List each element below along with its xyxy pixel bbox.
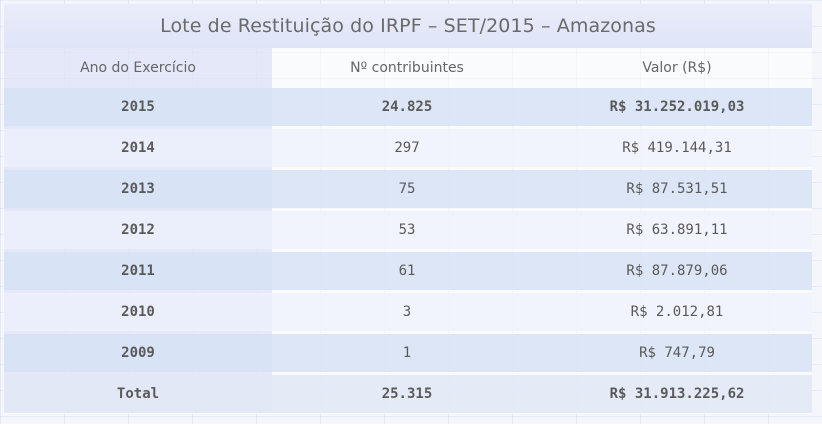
cell-year: 2011 [121, 263, 155, 279]
cell-total-contributors: 25.315 [381, 386, 433, 402]
cell-year: 2013 [121, 181, 155, 197]
cell-contributors: 1 [402, 345, 412, 361]
header-value: Valor (R$) [642, 60, 712, 76]
cell-contributors: 24.825 [381, 99, 433, 115]
table-row: 2012 53 R$ 63.891,11 [4, 211, 812, 249]
cell-year: 2010 [121, 304, 155, 320]
cell-contributors: 297 [394, 140, 420, 156]
table-title: Lote de Restituição do IRPF – SET/2015 –… [4, 4, 812, 48]
table-row: 2013 75 R$ 87.531,51 [4, 170, 812, 208]
cell-contributors: 53 [398, 222, 416, 238]
header-contributors: Nº contribuintes [350, 60, 464, 76]
cell-year: 2014 [121, 140, 155, 156]
table-total-row: Total 25.315 R$ 31.913.225,62 [4, 375, 812, 413]
table-body: 2015 24.825 R$ 31.252.019,03 2014 297 R$… [4, 88, 812, 416]
cell-value: R$ 63.891,11 [626, 222, 728, 238]
table-row: 2010 3 R$ 2.012,81 [4, 293, 812, 331]
cell-year: 2012 [121, 222, 155, 238]
cell-contributors: 61 [398, 263, 416, 279]
cell-value: R$ 747,79 [639, 345, 715, 361]
cell-value: R$ 419.144,31 [622, 140, 732, 156]
header-year: Ano do Exercício [80, 60, 196, 76]
table-row: 2009 1 R$ 747,79 [4, 334, 812, 372]
table-row: 2015 24.825 R$ 31.252.019,03 [4, 88, 812, 126]
cell-value: R$ 87.879,06 [626, 263, 728, 279]
cell-value: R$ 31.252.019,03 [609, 99, 745, 115]
table-row: 2011 61 R$ 87.879,06 [4, 252, 812, 290]
table-row: 2014 297 R$ 419.144,31 [4, 129, 812, 167]
cell-value: R$ 2.012,81 [630, 304, 724, 320]
table-header: Ano do Exercício Nº contribuintes Valor … [4, 50, 812, 86]
cell-total-label: Total [116, 386, 160, 402]
cell-contributors: 75 [398, 181, 416, 197]
cell-contributors: 3 [402, 304, 412, 320]
cell-year: 2009 [121, 345, 155, 361]
cell-value: R$ 87.531,51 [626, 181, 728, 197]
cell-total-value: R$ 31.913.225,62 [609, 386, 745, 402]
cell-year: 2015 [121, 99, 155, 115]
